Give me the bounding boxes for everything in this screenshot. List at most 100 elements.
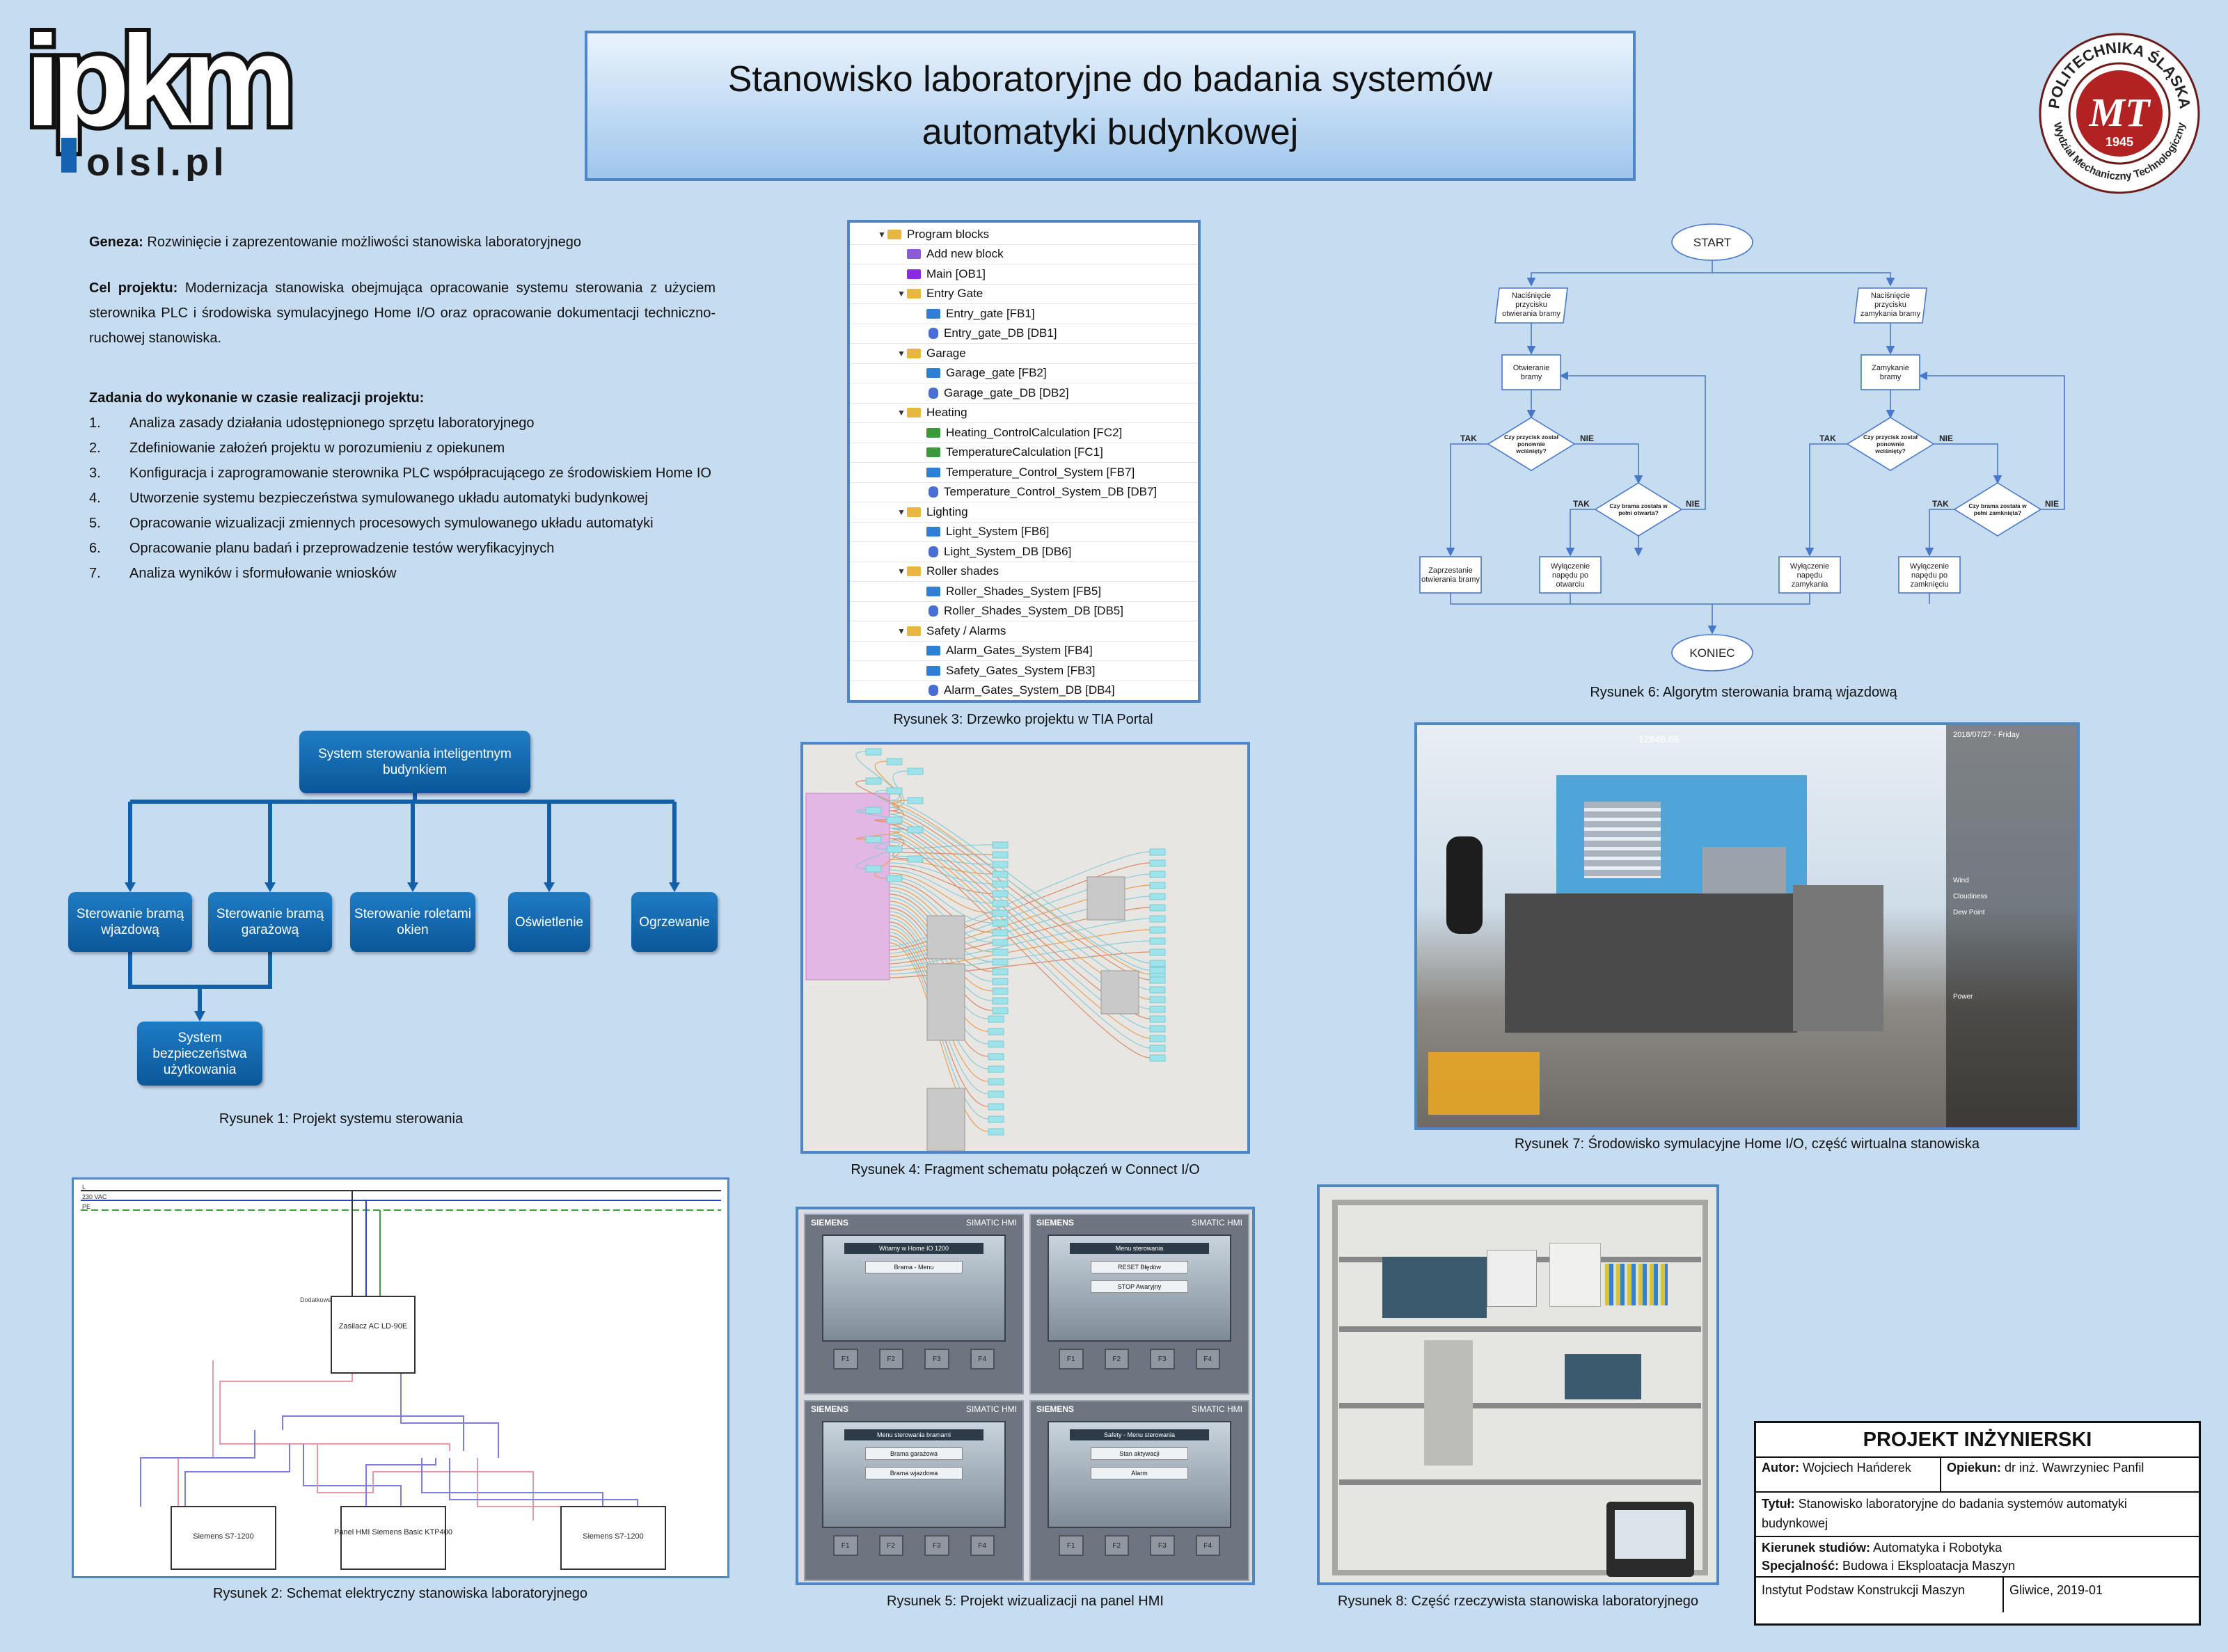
hmi-screen-title: Menu sterowania: [1070, 1243, 1209, 1254]
hmi-fkey[interactable]: F4: [1195, 1349, 1220, 1369]
connect-io-wire: [889, 800, 1151, 964]
connect-io-tag: [992, 997, 1009, 1005]
tree-item-label: Lighting: [926, 505, 968, 518]
fc-icon: [926, 427, 940, 438]
hmi-screen[interactable]: Safety - Menu sterowania Stan aktywacji Al…: [1048, 1421, 1231, 1528]
hmi-fkey[interactable]: F3: [1150, 1349, 1175, 1369]
connect-io-wire: [889, 852, 993, 855]
tree-item[interactable]: Safety_Gates_System_DB [DB3]: [850, 701, 1198, 703]
hmi-panel: SIEMENS SIMATIC HMI Menu sterowania bramam…: [804, 1400, 1024, 1581]
home-io-speed: 12646.66: [1638, 733, 1680, 745]
hmi-fkey[interactable]: F3: [1150, 1535, 1175, 1556]
tree-item-label: Garage_gate [FB2]: [946, 366, 1047, 380]
hmi-fkey[interactable]: F2: [878, 1349, 903, 1369]
hmi-fkey[interactable]: F3: [924, 1535, 949, 1556]
add-icon: [907, 249, 921, 260]
tree-item[interactable]: Temperature_Control_System [FB7]: [850, 463, 1198, 483]
flow-nie-4: NIE: [2045, 499, 2059, 509]
hmi-fkey[interactable]: F1: [1059, 1535, 1084, 1556]
hmi-screen-button[interactable]: RESET Błędów: [1091, 1261, 1188, 1273]
tree-item[interactable]: Roller_Shades_System_DB [DB5]: [850, 602, 1198, 621]
hmi-screen[interactable]: Menu sterowania bramami Brama garażowa Bra…: [822, 1421, 1006, 1528]
tree-item[interactable]: Alarm_Gates_System_DB [DB4]: [850, 681, 1198, 701]
flow-nie-3: NIE: [1939, 434, 1953, 443]
connect-io-tag: [992, 910, 1009, 917]
hmi-screen[interactable]: Witamy w Home IO 1200 Brama - Menu: [822, 1234, 1006, 1342]
hmi-screen-button[interactable]: Stan aktywacji: [1091, 1447, 1188, 1460]
hmi-fkey[interactable]: F4: [970, 1349, 995, 1369]
hmi-fkey[interactable]: F4: [1195, 1535, 1220, 1556]
fb-icon: [926, 527, 940, 537]
tree-item-label: Add new block: [926, 247, 1004, 261]
connect-io-tag: [1149, 859, 1166, 867]
hmi-fkey[interactable]: F1: [833, 1349, 858, 1369]
hmi-screen-button[interactable]: Brama garażowa: [865, 1447, 963, 1460]
expand-triangle-icon[interactable]: ▼: [897, 507, 906, 517]
hmi-screen-button[interactable]: STOP Awaryjny: [1091, 1280, 1188, 1293]
tree-item[interactable]: Light_System [FB6]: [850, 523, 1198, 542]
flow-tak-2: TAK: [1573, 499, 1590, 509]
tree-item[interactable]: Light_System_DB [DB6]: [850, 542, 1198, 562]
tree-item[interactable]: Temperature_Control_System_DB [DB7]: [850, 483, 1198, 502]
task-item: 4. Utworzenie systemu bezpieczeństwa symu…: [89, 491, 648, 506]
tree-item[interactable]: TemperatureCalculation [FC1]: [850, 443, 1198, 463]
expand-triangle-icon[interactable]: ▼: [897, 626, 906, 636]
expand-triangle-icon[interactable]: ▼: [897, 289, 906, 299]
remote-icon[interactable]: [1446, 836, 1483, 934]
flow-node-l-press: Naciśnięcie przycisku otwierania bramy: [1502, 291, 1561, 318]
hmi-fkey[interactable]: F3: [924, 1349, 949, 1369]
expand-triangle-icon[interactable]: ▼: [897, 566, 906, 577]
connect-io-tag: [992, 861, 1009, 868]
connect-io-tag: [1149, 871, 1166, 878]
tree-item[interactable]: Alarm_Gates_System [FB4]: [850, 642, 1198, 661]
hmi-fkey[interactable]: F2: [1104, 1535, 1129, 1556]
tree-item[interactable]: ▼ Garage: [850, 344, 1198, 364]
system-child-lighting: Oświetlenie: [508, 892, 590, 952]
fb-icon: [926, 586, 940, 596]
hmi-screen-button[interactable]: Brama - Menu: [865, 1261, 963, 1273]
hmi-fkey[interactable]: F4: [970, 1535, 995, 1556]
flow-node-l-stop: Zaprzestanie otwierania bramy: [1421, 566, 1480, 584]
connect-io-tag: [865, 836, 882, 843]
tree-item[interactable]: ▼ Program blocks: [850, 225, 1198, 245]
tree-item[interactable]: ▼ Roller shades: [850, 562, 1198, 582]
tree-item[interactable]: ▼ Lighting: [850, 502, 1198, 523]
hmi-screen-button[interactable]: Brama wjazdowa: [865, 1467, 963, 1479]
connect-io-wire: [874, 761, 902, 804]
connect-io-tag: [886, 816, 903, 824]
hmi-fkey[interactable]: F2: [1104, 1349, 1129, 1369]
tree-item[interactable]: Garage_gate_DB [DB2]: [850, 383, 1198, 404]
hmi-fkey[interactable]: F1: [1059, 1349, 1084, 1369]
tree-item[interactable]: Roller_Shades_System [FB5]: [850, 582, 1198, 602]
hmi-model: SIMATIC HMI: [1191, 1404, 1242, 1414]
hmi-screen-button[interactable]: Alarm: [1091, 1467, 1188, 1479]
hmi-fkey[interactable]: F1: [833, 1535, 858, 1556]
expand-triangle-icon[interactable]: ▼: [897, 408, 906, 418]
floor-plan-map[interactable]: [1428, 1052, 1540, 1115]
tree-item-label: Entry_gate_DB [DB1]: [944, 326, 1057, 340]
tree-item[interactable]: Safety_Gates_System [FB3]: [850, 661, 1198, 681]
fb-icon: [926, 665, 940, 676]
tree-item[interactable]: Garage_gate [FB2]: [850, 364, 1198, 383]
tree-item-label: Entry_gate [FB1]: [946, 306, 1035, 320]
tree-item[interactable]: Add new block: [850, 245, 1198, 264]
connect-io-tag: [988, 1053, 1004, 1061]
hmi-fkey[interactable]: F2: [878, 1535, 903, 1556]
connect-io-tag: [992, 871, 1009, 878]
tree-item[interactable]: ▼ Entry Gate: [850, 285, 1198, 304]
connect-io-tag: [992, 900, 1009, 907]
tree-item[interactable]: ▼ Safety / Alarms: [850, 621, 1198, 642]
tb-field: Kierunek studiów: Automatyka i Robotyka …: [1756, 1537, 2199, 1578]
system-safety-box: System bezpieczeństwa użytkowania: [137, 1022, 262, 1086]
system-child-garage-gate: Sterowanie bramą garażową: [208, 892, 332, 952]
tree-item[interactable]: ▼ Heating: [850, 404, 1198, 423]
tree-item[interactable]: Entry_gate [FB1]: [850, 304, 1198, 324]
hmi-panel: SIEMENS SIMATIC HMI Witamy w Home IO 1200 B…: [804, 1214, 1024, 1395]
expand-triangle-icon[interactable]: ▼: [878, 229, 886, 239]
expand-triangle-icon[interactable]: ▼: [897, 348, 906, 358]
tree-item[interactable]: Entry_gate_DB [DB1]: [850, 324, 1198, 344]
system-diagram: System sterowania inteligentnym budynkie…: [63, 724, 718, 1093]
tree-item[interactable]: Main [OB1]: [850, 264, 1198, 285]
hmi-screen[interactable]: Menu sterowania RESET Błędów STOP Awaryjny: [1048, 1234, 1231, 1342]
tree-item[interactable]: Heating_ControlCalculation [FC2]: [850, 423, 1198, 443]
